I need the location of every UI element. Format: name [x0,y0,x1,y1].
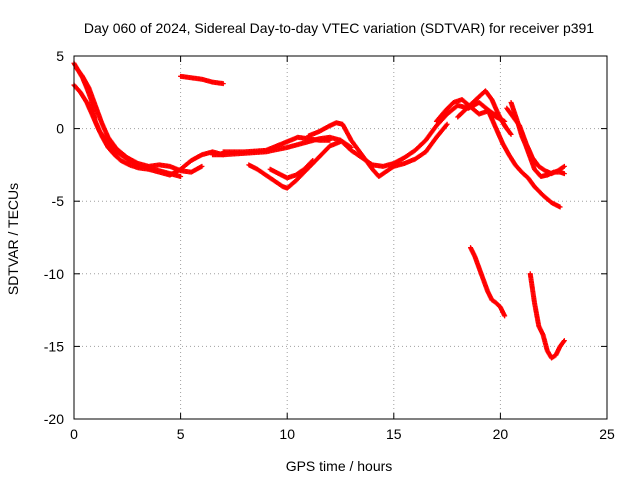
data-point [561,171,567,177]
series-arc-d [178,73,226,87]
y-tick-label: -10 [44,266,64,282]
y-tick-label: 0 [56,121,64,137]
axis-ticks: 0 5 10 15 20 25 5 0 -5 -10 -15 -20 [44,48,615,442]
series-arc-c [73,65,205,175]
series-arc-g [246,139,343,191]
grid [74,56,607,419]
data-point [507,130,513,136]
data-point [502,313,508,319]
data-point [561,163,567,169]
x-tick-label: 15 [386,426,402,442]
series-arc-q [527,271,567,361]
data-point [443,122,449,128]
x-tick-label: 10 [279,426,295,442]
y-tick-label: -20 [44,411,64,427]
y-tick-label: -15 [44,338,64,354]
x-tick-label: 20 [493,426,509,442]
y-tick-label: 5 [56,48,64,64]
data-point [327,137,333,143]
data-point [444,121,450,127]
x-tick-label: 5 [177,426,185,442]
series-arc-f [220,134,333,155]
x-tick-label: 25 [599,426,615,442]
series-arc-h [267,158,316,181]
data-point [561,339,567,345]
data-point [309,158,315,164]
series-arc-m [487,111,563,210]
data-point [557,204,563,210]
y-axis-label: SDTVAR / TECUs [5,183,21,295]
data-point [220,81,226,87]
y-tick-label: -5 [52,193,65,209]
data-point [561,338,567,344]
x-axis-label: GPS time / hours [286,458,393,474]
series-arc-o [504,105,567,177]
data-points [71,60,567,361]
series-arc-l [455,88,514,137]
series-arc-p [468,245,508,319]
x-tick-label: 0 [70,426,78,442]
data-point [508,131,514,137]
plot-frame [73,55,608,420]
data-point [178,174,184,180]
chart-title: Day 060 of 2024, Sidereal Day-to-day VTE… [84,20,594,36]
data-point [199,163,205,169]
data-point [310,158,316,164]
